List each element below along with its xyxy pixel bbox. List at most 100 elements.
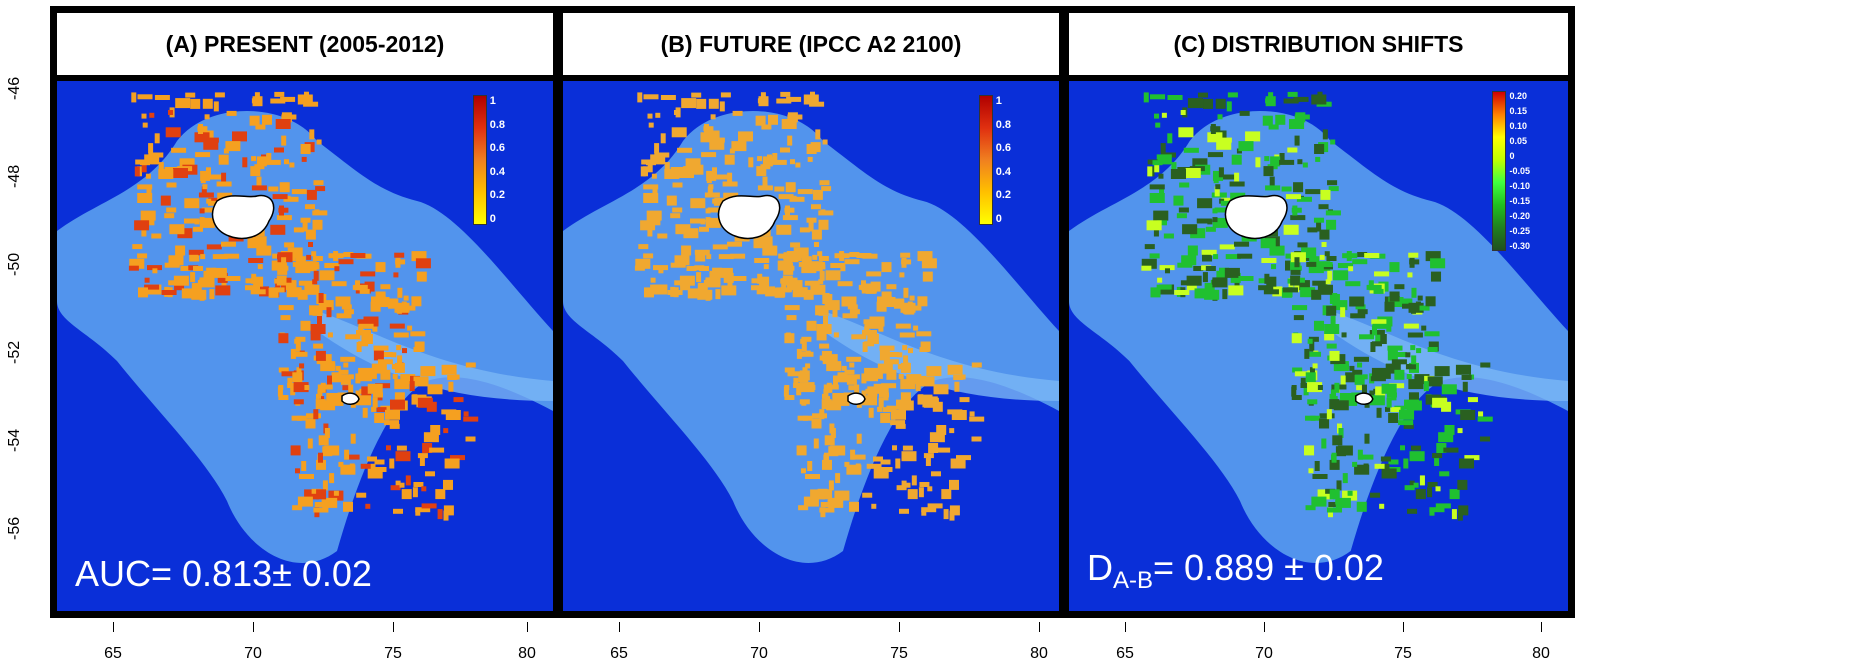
habitat-cell (1478, 411, 1484, 417)
habitat-cell (762, 156, 773, 167)
habitat-cell (189, 251, 200, 262)
habitat-cell (340, 374, 351, 385)
x-tick-label: 70 (244, 645, 262, 662)
habitat-cell (1467, 397, 1478, 403)
habitat-cell (1329, 393, 1335, 399)
habitat-cell (145, 173, 151, 179)
habitat-cell (1144, 244, 1155, 250)
habitat-cell (856, 253, 872, 258)
habitat-cell (831, 364, 842, 369)
habitat-cell (731, 276, 747, 281)
habitat-cell (1156, 284, 1172, 290)
habitat-cell (329, 473, 335, 484)
habitat-cell (864, 367, 880, 378)
habitat-cell (184, 218, 199, 224)
habitat-cell (751, 285, 766, 291)
habitat-cell (1147, 166, 1153, 177)
habitat-cell (1180, 110, 1186, 115)
habitat-cell (180, 266, 191, 271)
habitat-cell (864, 341, 875, 347)
x-tick-mark (619, 622, 620, 632)
habitat-cell (1306, 261, 1317, 267)
habitat-cell (1212, 277, 1228, 288)
habitat-cell (262, 114, 272, 125)
habitat-cell (272, 194, 288, 200)
island-heard (847, 392, 866, 405)
habitat-cell (376, 407, 387, 413)
habitat-cell (1141, 258, 1157, 269)
habitat-cell (851, 334, 867, 340)
habitat-cell (1156, 154, 1172, 165)
habitat-cell (1408, 252, 1419, 258)
habitat-cell (448, 381, 454, 392)
habitat-cell (844, 259, 860, 265)
habitat-cell (1279, 159, 1295, 165)
legend-label: 0.8 (489, 118, 505, 131)
habitat-cell (338, 259, 354, 265)
habitat-cell (380, 369, 391, 380)
habitat-cell (1293, 315, 1304, 321)
habitat-cell (297, 94, 313, 105)
habitat-cell (193, 266, 203, 271)
habitat-cell (1207, 152, 1224, 158)
habitat-cell (169, 224, 185, 235)
habitat-cell (878, 321, 884, 332)
habitat-cell (255, 124, 266, 130)
habitat-cell (392, 364, 398, 369)
habitat-cell (312, 210, 328, 216)
x-tick-label: 70 (1255, 645, 1273, 662)
habitat-cell (1296, 196, 1312, 202)
habitat-cell (1173, 195, 1184, 206)
habitat-cell (191, 289, 207, 300)
habitat-cell (319, 270, 335, 281)
habitat-cell (1285, 194, 1301, 200)
habitat-cell (844, 369, 855, 375)
habitat-cell (666, 195, 677, 206)
habitat-cell (830, 263, 846, 268)
habitat-cell (226, 110, 237, 116)
habitat-cell (1294, 280, 1310, 291)
habitat-cell (715, 174, 730, 180)
habitat-cell (1305, 415, 1321, 421)
habitat-cell (917, 296, 928, 307)
habitat-cell (1408, 379, 1424, 390)
x-tick-mark (1541, 622, 1542, 632)
habitat-cell (1219, 267, 1230, 273)
habitat-cell (1374, 271, 1390, 277)
habitat-cell (211, 267, 227, 278)
habitat-cell (356, 342, 362, 352)
habitat-cell (810, 284, 826, 295)
habitat-cell (818, 210, 834, 216)
habitat-cell (1170, 169, 1187, 179)
habitat-cell (819, 270, 825, 281)
habitat-cell (867, 334, 873, 345)
habitat-cell (403, 295, 409, 301)
habitat-cell (1158, 173, 1164, 179)
habitat-cell (797, 415, 813, 421)
habitat-cell (412, 487, 418, 498)
habitat-cell (950, 458, 966, 469)
habitat-cell (1156, 220, 1167, 226)
habitat-cell (1366, 284, 1382, 290)
habitat-cell (1359, 334, 1375, 340)
habitat-cell (1429, 507, 1445, 513)
habitat-cell (799, 227, 810, 233)
habitat-cell (1295, 112, 1306, 123)
habitat-cell (798, 505, 809, 511)
habitat-cell (1270, 156, 1281, 167)
x-tick-mark (393, 622, 394, 632)
habitat-cell (318, 293, 324, 303)
habitat-cell (873, 456, 883, 462)
habitat-cell (879, 392, 889, 398)
habitat-cell (1282, 287, 1298, 293)
habitat-cell (1434, 366, 1450, 377)
habitat-cell (927, 486, 933, 492)
habitat-cell (805, 363, 811, 369)
habitat-cell (356, 330, 371, 335)
habitat-cell (700, 219, 706, 225)
habitat-cell (648, 122, 654, 128)
habitat-cell (283, 265, 289, 271)
habitat-cell (1294, 257, 1300, 268)
habitat-cell (1312, 280, 1328, 286)
habitat-cell (1309, 256, 1320, 267)
